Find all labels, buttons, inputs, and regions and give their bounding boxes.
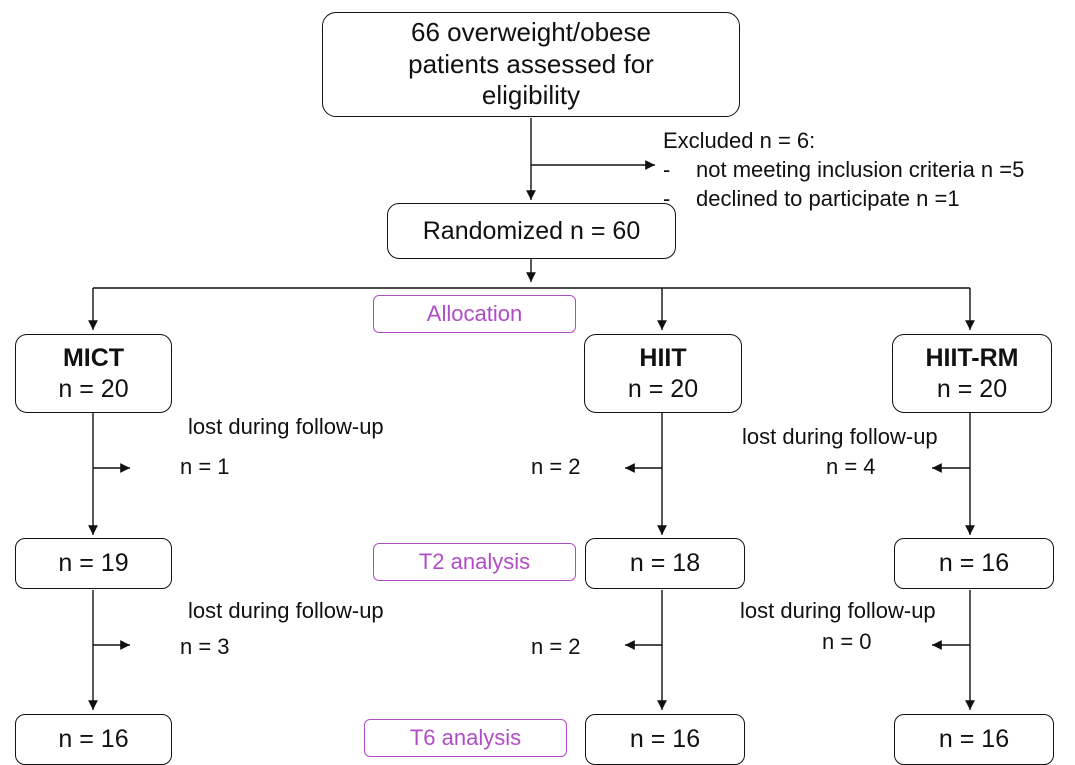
t6-box-hiit-rm: n = 16: [894, 714, 1054, 765]
lost-label-hiit-rm-1: lost during follow-up: [742, 424, 938, 449]
lost-count-hiit-2: n = 2: [531, 634, 581, 659]
t6-box-hiit: n = 16: [585, 714, 745, 765]
t2-n-hiit: n = 18: [629, 549, 701, 578]
excluded-note: Excluded n = 6: - not meeting inclusion c…: [663, 126, 1024, 213]
stage-t2-label: T2 analysis: [418, 549, 531, 574]
excluded-item-1: not meeting inclusion criteria n =5: [696, 157, 1025, 182]
lost-count-mict-1: n = 1: [180, 454, 230, 479]
assessed-line-2: patients assessed for: [408, 48, 654, 79]
t2-n-mict: n = 19: [58, 549, 129, 578]
randomized-label: Randomized n = 60: [422, 216, 641, 245]
assessed-line-1: 66 overweight/obese: [411, 16, 651, 47]
group-n-hiit-rm: n = 20: [936, 374, 1008, 403]
t2-box-hiit: n = 18: [585, 538, 745, 589]
lost-label-mict-1: lost during follow-up: [188, 414, 384, 439]
lost-count-hiit-rm-1: n = 4: [826, 454, 876, 479]
lost-count-hiit-rm-2: n = 0: [822, 629, 872, 654]
group-name-hiit: HIIT: [639, 344, 687, 372]
lost-label-hiit-rm-2: lost during follow-up: [740, 598, 936, 623]
group-name-hiit-rm: HIIT-RM: [925, 344, 1019, 372]
lost-label-mict-2: lost during follow-up: [188, 598, 384, 623]
stage-allocation: Allocation: [373, 295, 576, 333]
group-name-mict: MICT: [62, 344, 125, 372]
t6-n-mict: n = 16: [58, 725, 129, 754]
excluded-item-2: declined to participate n =1: [696, 186, 960, 211]
lost-count-hiit-1: n = 2: [531, 454, 581, 479]
stage-t6-label: T6 analysis: [409, 725, 522, 750]
excluded-item: - declined to participate n =1: [663, 186, 960, 211]
group-box-hiit-rm: HIIT-RM n = 20: [892, 334, 1052, 413]
stage-allocation-label: Allocation: [426, 301, 523, 326]
group-box-hiit: HIIT n = 20: [584, 334, 742, 413]
group-n-mict: n = 20: [58, 374, 129, 403]
t2-box-mict: n = 19: [15, 538, 172, 589]
group-box-mict: MICT n = 20: [15, 334, 172, 413]
stage-t2-analysis: T2 analysis: [373, 543, 576, 581]
t2-n-hiit-rm: n = 16: [938, 549, 1010, 578]
excluded-item: - not meeting inclusion criteria n =5: [663, 157, 1025, 182]
randomized-box: Randomized n = 60: [387, 203, 676, 259]
stage-t6-analysis: T6 analysis: [364, 719, 567, 757]
t6-box-mict: n = 16: [15, 714, 172, 765]
group-n-hiit: n = 20: [627, 374, 699, 403]
t6-n-hiit-rm: n = 16: [938, 725, 1010, 754]
excluded-title: Excluded n = 6:: [663, 128, 816, 153]
t6-n-hiit: n = 16: [629, 725, 701, 754]
assessed-box: 66 overweight/obese patients assessed fo…: [322, 12, 740, 117]
lost-count-mict-2: n = 3: [180, 634, 230, 659]
assessed-line-3: eligibility: [481, 80, 581, 111]
t2-box-hiit-rm: n = 16: [894, 538, 1054, 589]
